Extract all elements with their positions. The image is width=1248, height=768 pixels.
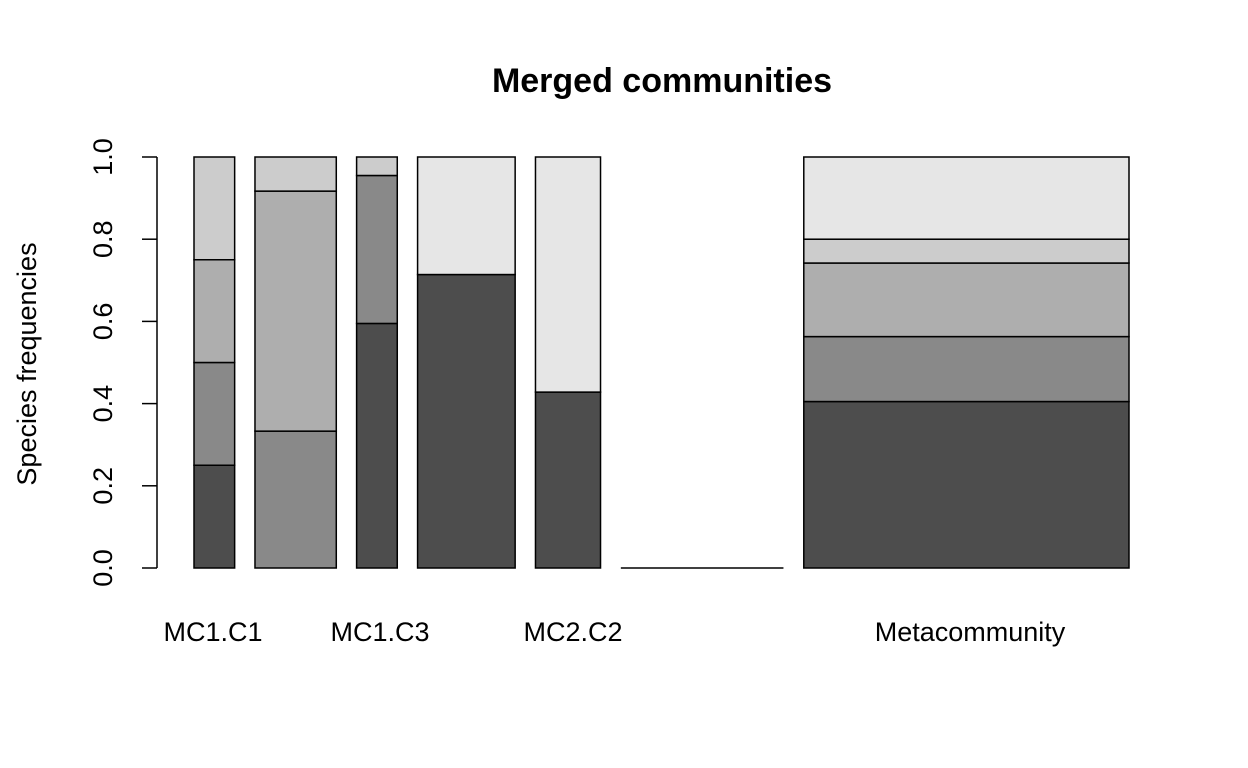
bar-segment	[803, 400, 1130, 569]
y-tick-label: 0.6	[88, 303, 118, 341]
bar-segment	[803, 335, 1130, 403]
chart-title: Merged communities	[492, 62, 832, 100]
bar-segment	[534, 156, 602, 393]
bars	[193, 156, 1130, 569]
y-tick-label: 0.2	[88, 467, 118, 505]
y-tick-label: 0.0	[88, 549, 118, 587]
bar-segment	[355, 322, 399, 569]
bar-segment	[254, 430, 338, 569]
y-axis-label: Species frequencies	[12, 242, 42, 485]
bar-segment	[254, 190, 338, 432]
bar-segment	[803, 238, 1130, 264]
y-tick-label: 0.8	[88, 220, 118, 258]
bar-segment	[193, 361, 236, 466]
category-labels: MC1.C1 MC1.C3 MC2.C2 Metacommunity	[163, 617, 1065, 647]
category-label-mc1-c1: MC1.C1	[163, 617, 262, 647]
y-tick-label: 0.4	[88, 385, 118, 423]
bar-segment	[803, 262, 1130, 338]
bar-segment	[416, 273, 516, 569]
y-tick-label: 1.0	[88, 138, 118, 176]
bar-segment	[355, 174, 399, 325]
bar-segment	[355, 156, 399, 177]
category-label-metacommunity: Metacommunity	[875, 617, 1066, 647]
bar-segment	[534, 391, 602, 569]
bar-segment	[803, 156, 1130, 240]
category-label-mc1-c3: MC1.C3	[330, 617, 429, 647]
bar-segment	[193, 156, 236, 261]
bar-segment	[254, 156, 338, 192]
category-label-mc2-c2: MC2.C2	[523, 617, 622, 647]
bar-segment	[193, 464, 236, 569]
y-axis: 0.0 0.2 0.4 0.6 0.8 1.0	[88, 138, 158, 587]
bar-segment	[416, 156, 516, 276]
bar-segment	[193, 259, 236, 364]
